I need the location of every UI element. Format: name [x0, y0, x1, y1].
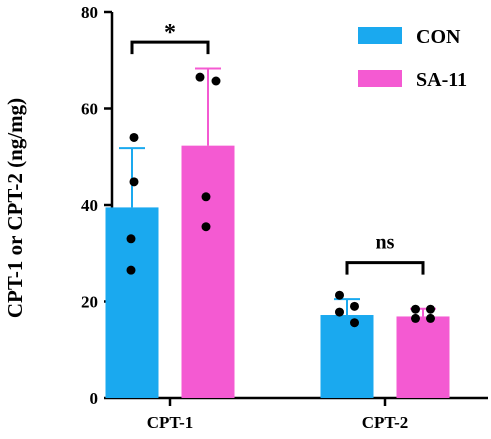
data-point — [129, 177, 139, 187]
legend-label: SA-11 — [416, 69, 467, 91]
data-point — [335, 307, 344, 317]
data-points — [126, 72, 435, 328]
y-tick-label: 60 — [81, 100, 98, 119]
data-point — [126, 234, 136, 244]
significance-label: * — [164, 20, 176, 46]
significance-bracket — [130, 40, 210, 55]
data-point — [411, 304, 420, 314]
data-point — [201, 222, 211, 232]
legend-swatch — [358, 27, 402, 44]
bars — [105, 67, 450, 398]
significance-label: ns — [376, 232, 395, 254]
y-tick-label: 40 — [81, 196, 98, 215]
y-tick-label: 80 — [81, 3, 98, 22]
y-axis-label: CPT-1 or CPT-2 (ng/mg) — [3, 98, 27, 318]
x-tick-label: CPT-1 — [147, 413, 194, 432]
legend-label: CON — [416, 26, 461, 48]
data-point — [350, 318, 359, 328]
data-point — [201, 192, 211, 202]
data-point — [411, 313, 420, 323]
legend: CON SA-11 — [358, 26, 467, 91]
data-point — [426, 304, 435, 314]
significance-bracket — [345, 261, 425, 275]
legend-swatch — [358, 70, 402, 87]
bar — [396, 316, 450, 398]
bar — [181, 145, 235, 398]
x-tick-label: CPT-2 — [362, 413, 409, 432]
data-point — [350, 301, 359, 311]
data-point — [126, 265, 136, 275]
significance-annotations: * ns — [130, 20, 425, 275]
data-point — [335, 290, 344, 300]
data-point — [195, 72, 205, 82]
bar — [320, 315, 374, 398]
y-tick-label: 20 — [81, 293, 98, 312]
data-point — [129, 132, 139, 142]
data-point — [426, 313, 435, 323]
y-tick-label: 0 — [90, 389, 99, 408]
data-point — [211, 76, 221, 86]
